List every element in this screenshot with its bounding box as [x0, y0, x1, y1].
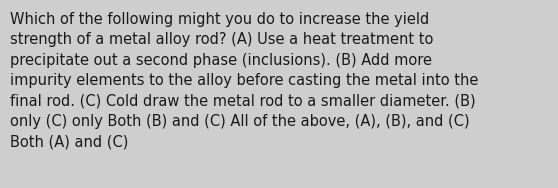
Text: Which of the following might you do to increase the yield
strength of a metal al: Which of the following might you do to i…: [10, 12, 478, 149]
